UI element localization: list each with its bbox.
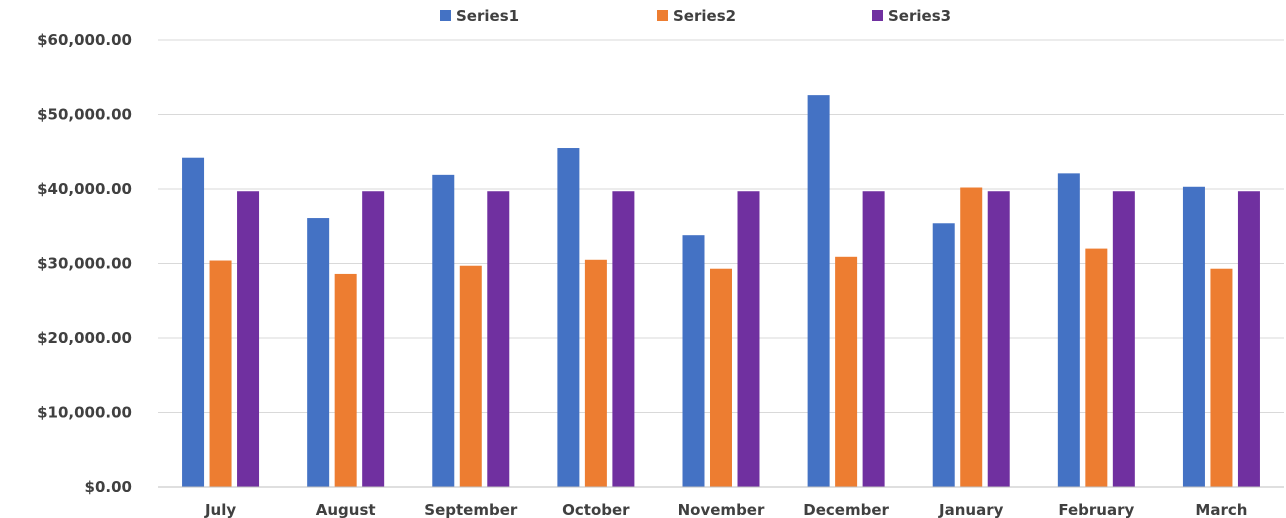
y-tick-label: $0.00 bbox=[85, 478, 132, 496]
x-tick-label-november: November bbox=[678, 501, 765, 518]
x-tick-label-december: December bbox=[803, 501, 889, 518]
legend: Series1 Series2 Series3 bbox=[440, 7, 951, 25]
y-tick-label: $50,000.00 bbox=[37, 106, 132, 124]
bar-series1-september bbox=[432, 174, 455, 487]
x-tick-label-september: September bbox=[424, 501, 518, 518]
x-tick-label-january: January bbox=[938, 501, 1004, 518]
bar-series3-october bbox=[612, 191, 635, 488]
bar-series3-september bbox=[487, 191, 510, 488]
bar-series3-december bbox=[862, 191, 885, 488]
bar-series1-november bbox=[682, 235, 705, 487]
bar-series1-december bbox=[807, 95, 830, 487]
y-axis-tick-labels: $0.00 $10,000.00 $20,000.00 $30,000.00 $40,0… bbox=[37, 31, 132, 496]
bar-series2-december bbox=[835, 256, 858, 487]
y-tick-label: $60,000.00 bbox=[37, 31, 132, 49]
bar-series3-march bbox=[1237, 191, 1260, 488]
bar-series1-january bbox=[932, 223, 955, 487]
bar-series2-march bbox=[1210, 268, 1233, 487]
bar-series3-july bbox=[237, 191, 260, 488]
x-axis-category-labels: July August September October November Decemb… bbox=[204, 501, 1247, 518]
x-tick-label-august: August bbox=[316, 501, 376, 518]
bar-series1-october bbox=[557, 148, 580, 487]
legend-label: Series1 bbox=[456, 7, 519, 25]
legend-item-series1: Series1 bbox=[440, 7, 519, 25]
x-tick-label-february: February bbox=[1058, 501, 1134, 518]
bar-series1-july bbox=[182, 157, 205, 487]
legend-label: Series3 bbox=[888, 7, 951, 25]
bar-series2-november bbox=[710, 268, 732, 487]
x-tick-label-march: March bbox=[1195, 501, 1247, 518]
legend-item-series3: Series3 bbox=[872, 7, 951, 25]
y-tick-label: $40,000.00 bbox=[37, 180, 132, 198]
legend-item-series2: Series2 bbox=[657, 7, 736, 25]
bars bbox=[182, 95, 1260, 488]
bar-series3-november bbox=[737, 191, 760, 488]
bar-series1-february bbox=[1057, 173, 1080, 488]
bar-series2-july bbox=[209, 260, 232, 487]
bar-series2-september bbox=[459, 265, 482, 487]
legend-swatch bbox=[657, 10, 668, 21]
bar-series2-october bbox=[584, 259, 607, 487]
bar-series2-february bbox=[1085, 248, 1108, 487]
bar-series3-january bbox=[987, 191, 1010, 488]
x-tick-label-july: July bbox=[204, 501, 236, 518]
bar-series2-january bbox=[960, 187, 983, 487]
legend-swatch bbox=[440, 10, 451, 21]
y-tick-label: $20,000.00 bbox=[37, 329, 132, 347]
bar-series2-august bbox=[334, 273, 357, 487]
y-tick-label: $10,000.00 bbox=[37, 404, 132, 422]
bar-series1-march bbox=[1182, 186, 1205, 487]
legend-label: Series2 bbox=[673, 7, 736, 25]
bar-series3-august bbox=[362, 191, 385, 488]
legend-swatch bbox=[872, 10, 883, 21]
bar-series3-february bbox=[1112, 191, 1135, 488]
x-tick-label-october: October bbox=[562, 501, 630, 518]
y-tick-label: $30,000.00 bbox=[37, 255, 132, 273]
bar-series1-august bbox=[307, 218, 330, 487]
